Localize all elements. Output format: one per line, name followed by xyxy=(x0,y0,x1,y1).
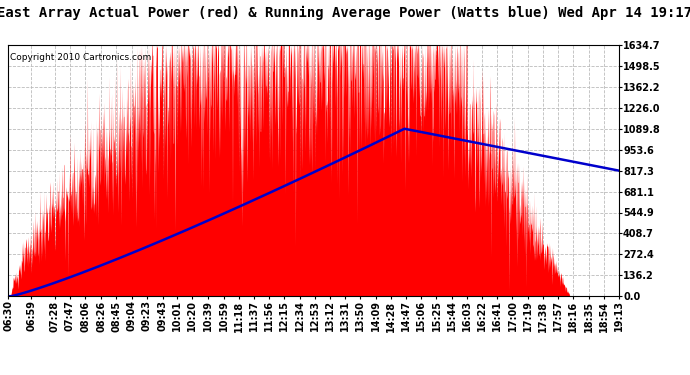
Text: Copyright 2010 Cartronics.com: Copyright 2010 Cartronics.com xyxy=(10,53,150,62)
Text: East Array Actual Power (red) & Running Average Power (Watts blue) Wed Apr 14 19: East Array Actual Power (red) & Running … xyxy=(0,6,690,20)
